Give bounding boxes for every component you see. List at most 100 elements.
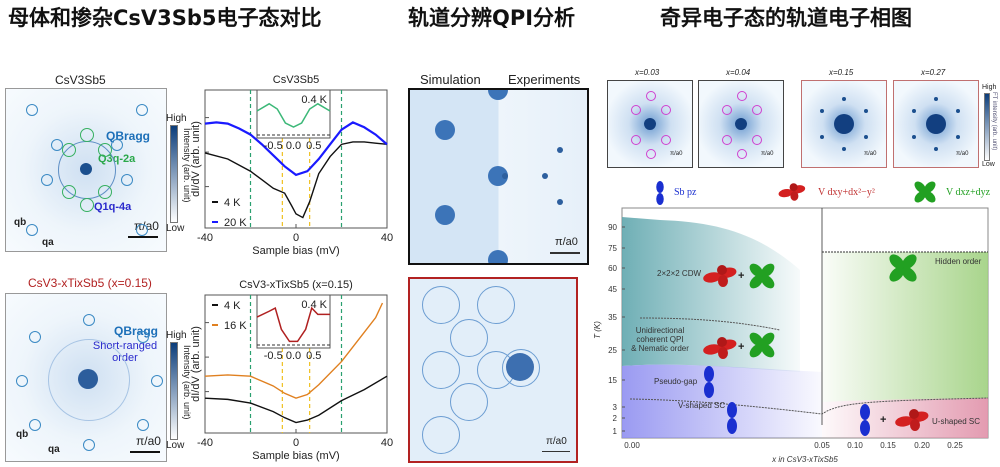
plus-sign: + [880, 414, 886, 426]
x-axis-label: x in CsV3-xTixSb5 [771, 455, 838, 464]
v-dxz-orbital-icon [914, 181, 936, 203]
legend-label: 4 K [224, 197, 241, 209]
ft-spot [488, 250, 508, 263]
lobe [717, 265, 727, 275]
lobe [704, 382, 714, 398]
lobe [749, 332, 764, 347]
lobe [760, 263, 775, 278]
x-tick-label: 0.05 [814, 441, 830, 450]
didv-chart-doped: CsV3-xTixSb5 (x=0.15) -40 0 40 Sample bias (… [190, 279, 393, 462]
qpi-sim-exp-image: π/a0 [408, 88, 589, 265]
x-tick-label: 0 [293, 232, 299, 244]
y-tick-label: 35 [608, 313, 617, 322]
label-line: coherent QPI [636, 335, 683, 344]
inset-x-tick-label: 0.5 [306, 140, 321, 152]
bragg-peak-marker [737, 149, 747, 159]
bragg-peak-marker [422, 351, 460, 389]
panel-scale-label: π/a0 [864, 151, 877, 157]
bragg-peak-marker [26, 104, 38, 116]
qpi-panel-3: π/a0 [893, 80, 979, 168]
lobe [910, 419, 920, 431]
x-axis-label: Sample bias (mV) [252, 450, 339, 462]
bragg-peak-marker [450, 383, 488, 421]
y-tick-label: 75 [608, 244, 617, 253]
bragg-peak-marker [48, 339, 130, 421]
ft-spot [934, 97, 938, 101]
ft-spot [502, 173, 508, 179]
lobe [703, 344, 722, 355]
ft-spot [934, 147, 938, 151]
lobe [727, 402, 737, 418]
bragg-peak-marker [62, 143, 76, 157]
scale-bar-label: π/a0 [136, 434, 161, 448]
ft-spot [820, 109, 824, 113]
lobe [789, 183, 798, 192]
experiments-label: Experiments [508, 72, 581, 87]
lobe [778, 188, 793, 198]
ft-spot [834, 114, 854, 134]
bragg-peak-marker [137, 331, 149, 343]
bragg-peak-marker [26, 224, 38, 236]
lobe [749, 274, 764, 289]
x-tick-label: 0.15 [880, 441, 896, 450]
bragg-peak-marker [83, 439, 95, 451]
didv-chart-parent: CsV3Sb5 -40 0 40 Sample bias (mV) dI/dV (arb.… [190, 74, 393, 257]
qpi-panel-0: π/a0 [607, 80, 693, 168]
ft-spot [912, 135, 916, 139]
ft-image-doped: QBragg Short-ranged order qb qa π/a0 [5, 293, 167, 462]
y-axis-label: T (K) [593, 321, 602, 339]
legend-sb-pz: Sb pz [674, 187, 697, 198]
inset-x-tick-label: -0.5 [264, 140, 283, 152]
bragg-peak-marker [502, 349, 540, 387]
ft-spot [842, 147, 846, 151]
panel-doping-label: x=0.04 [726, 68, 751, 77]
lobe [749, 343, 764, 358]
panel-scale-label: π/a0 [670, 151, 683, 157]
inset-temperature: 0.4 K [301, 299, 327, 311]
bragg-peak-marker [752, 135, 762, 145]
ft-spot [956, 135, 960, 139]
scale-bar [128, 236, 158, 238]
colorbar [170, 342, 178, 440]
lobe [889, 254, 905, 270]
inset-curve [256, 102, 331, 128]
bragg-peak-marker [752, 105, 762, 115]
v-dxz-orbital-icon [889, 254, 917, 282]
label-qbragg: QBragg [114, 324, 159, 338]
x-tick-label: 0 [293, 437, 299, 449]
chart-title: CsV3Sb5 [273, 74, 319, 86]
bragg-peak-marker [29, 331, 41, 343]
ft-spot [864, 135, 868, 139]
ft-spot [644, 118, 656, 130]
panel-scale-label: π/a0 [956, 151, 969, 157]
bragg-peak-marker [151, 375, 163, 387]
bragg-peak-marker [121, 174, 133, 186]
region-pseudogap-vsc [622, 364, 822, 438]
panel-doping-label: x=0.15 [829, 68, 854, 77]
y-tick-label: 3 [613, 403, 618, 412]
series-line-4k [204, 141, 388, 219]
legend-label: 20 K [224, 217, 247, 229]
scale-bar [542, 451, 570, 452]
panel-doping-label: x=0.27 [921, 68, 946, 77]
ft-spot [842, 97, 846, 101]
scale-bar-label: π/a0 [546, 436, 567, 447]
ft-spot [80, 163, 92, 175]
region-label-pseudogap: Pseudo-gap [654, 377, 698, 386]
legend-v-dxy: V dxy+dx²−y² [818, 187, 875, 198]
ft-spot [912, 109, 916, 113]
label-q1: Q1q-4a [94, 201, 132, 213]
series-line-16k [204, 302, 384, 399]
bragg-peak-marker [41, 174, 53, 186]
ft-spot [435, 205, 455, 225]
v-dxz-orbital-icon [749, 332, 775, 358]
bragg-peak-marker [450, 319, 488, 357]
panel-doping-label: x=0.03 [635, 68, 660, 77]
lobe [704, 366, 714, 382]
bragg-peak-marker [661, 105, 671, 115]
bragg-peak-marker [111, 139, 123, 151]
region-label-cdw: 2×2×2 CDW [657, 269, 701, 278]
y-tick-label: 1 [613, 427, 618, 436]
axis-qa: qa [48, 444, 60, 455]
orbital-legend [656, 181, 936, 205]
